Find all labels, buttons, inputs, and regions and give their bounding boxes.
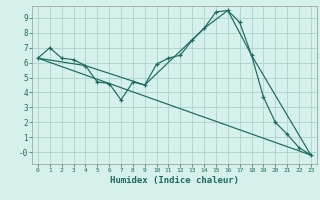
X-axis label: Humidex (Indice chaleur): Humidex (Indice chaleur) [110, 176, 239, 185]
